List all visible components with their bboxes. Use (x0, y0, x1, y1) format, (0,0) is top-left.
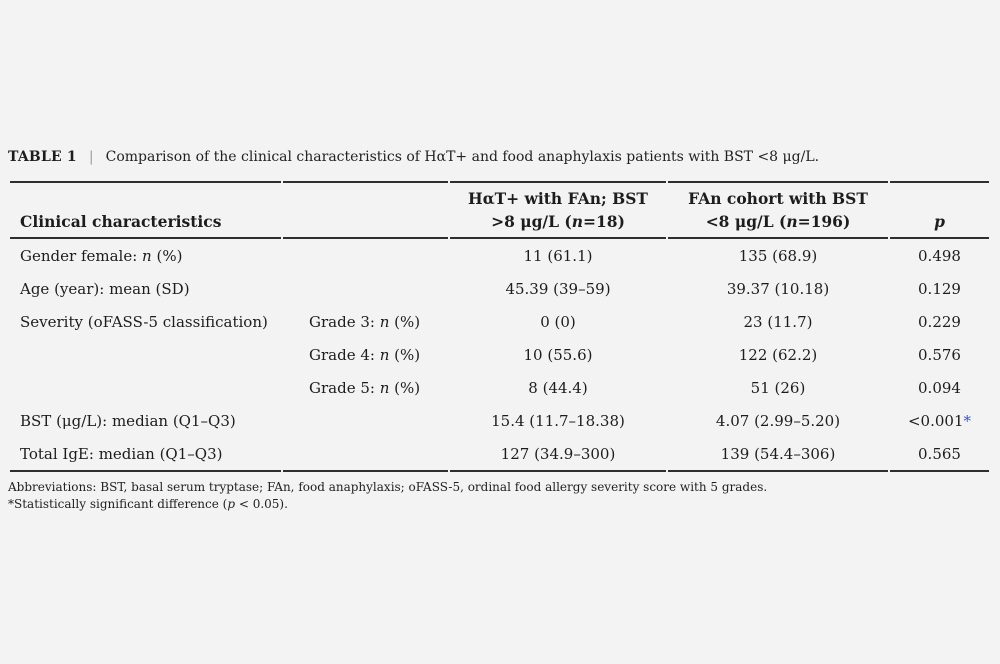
value-fan-cohort: 139 (54.4–306) (668, 437, 888, 472)
row-label: Age (year): mean (SD) (20, 279, 190, 298)
header-col4-line2: <8 μg/L (n=196) (705, 212, 851, 231)
value-p: 0.229 (918, 312, 961, 331)
value-p: 0.565 (890, 437, 989, 472)
table-caption: TABLE 1 | Comparison of the clinical chara… (8, 147, 991, 167)
significance-star: * (963, 411, 972, 430)
row-sublabel: Grade 5: n (%) (309, 378, 421, 397)
header-col3-line2: >8 μg/L (n=18) (491, 212, 625, 231)
table-row-severity-grade5: Grade 5: n (%) 8 (44.4) 51 (26) 0.094 (10, 371, 989, 404)
row-sublabel: Grade 3: n (%) (309, 312, 421, 331)
row-label (10, 371, 281, 404)
row-label: Gender female: n (%) (20, 246, 183, 265)
footnote-significance: *Statistically significant difference (p… (8, 496, 288, 511)
value-fan-cohort: 39.37 (10.18) (726, 279, 830, 298)
table-row-bst: BST (μg/L): median (Q1–Q3) 15.4 (11.7–18… (10, 404, 989, 437)
footnote-abbreviations: Abbreviations: BST, basal serum tryptase… (8, 480, 768, 494)
value-hat-cohort: 11 (61.1) (523, 246, 593, 265)
table-row-severity-grade3: Severity (oFASS-5 classification) Grade … (10, 305, 989, 338)
header-col1-label: Clinical characteristics (20, 212, 222, 231)
table-row-age: Age (year): mean (SD) 45.39 (39–59) 39.3… (10, 272, 989, 305)
row-label: Total IgE: median (Q1–Q3) (10, 437, 281, 472)
value-hat-cohort: 8 (44.4) (528, 378, 588, 397)
header-spacer (283, 181, 448, 239)
row-sublabel (283, 437, 448, 472)
value-hat-cohort: 10 (55.6) (523, 345, 593, 364)
row-label: BST (μg/L): median (Q1–Q3) (20, 411, 236, 430)
value-p: 0.129 (918, 279, 961, 298)
row-label (10, 338, 281, 371)
value-fan-cohort: 23 (11.7) (743, 312, 813, 331)
row-sublabel (283, 272, 448, 305)
row-sublabel (283, 404, 448, 437)
header-col4-line1: FAn cohort with BST (688, 189, 868, 208)
value-p: 0.094 (918, 378, 961, 397)
value-p: 0.576 (918, 345, 961, 364)
row-sublabel (283, 239, 448, 272)
value-hat-cohort: 127 (34.9–300) (450, 437, 666, 472)
table-row-total-ige: Total IgE: median (Q1–Q3) 127 (34.9–300)… (10, 437, 989, 472)
caption-text: Comparison of the clinical characteristi… (105, 149, 820, 165)
header-row: Clinical characteristics HαT+ with FAn; … (10, 181, 989, 239)
table-number: TABLE 1 (8, 149, 77, 165)
table-block: TABLE 1 | Comparison of the clinical chara… (8, 147, 991, 512)
caption-separator: | (88, 149, 94, 165)
value-hat-cohort: 0 (0) (540, 312, 576, 331)
value-p: <0.001* (907, 411, 972, 430)
value-fan-cohort: 122 (62.2) (738, 345, 818, 364)
value-p: 0.498 (918, 246, 961, 265)
value-hat-cohort: 45.39 (39–59) (505, 279, 611, 298)
header-hat-cohort: HαT+ with FAn; BST >8 μg/L (n=18) (450, 181, 666, 239)
header-p-value: p (890, 181, 989, 239)
value-fan-cohort: 51 (26) (750, 378, 806, 397)
value-fan-cohort: 135 (68.9) (738, 246, 818, 265)
header-clinical-characteristics: Clinical characteristics (10, 181, 281, 239)
table-footnotes: Abbreviations: BST, basal serum tryptase… (8, 479, 991, 512)
table-row-severity-grade4: Grade 4: n (%) 10 (55.6) 122 (62.2) 0.57… (10, 338, 989, 371)
row-label: Severity (oFASS-5 classification) (20, 312, 268, 331)
header-fan-cohort: FAn cohort with BST <8 μg/L (n=196) (668, 181, 888, 239)
value-fan-cohort: 4.07 (2.99–5.20) (715, 411, 841, 430)
value-hat-cohort: 15.4 (11.7–18.38) (491, 411, 625, 430)
row-sublabel: Grade 4: n (%) (309, 345, 421, 364)
header-col3-line1: HαT+ with FAn; BST (468, 189, 648, 208)
table-row-gender: Gender female: n (%) 11 (61.1) 135 (68.9… (10, 239, 989, 272)
clinical-characteristics-table: Clinical characteristics HαT+ with FAn; … (8, 181, 991, 472)
